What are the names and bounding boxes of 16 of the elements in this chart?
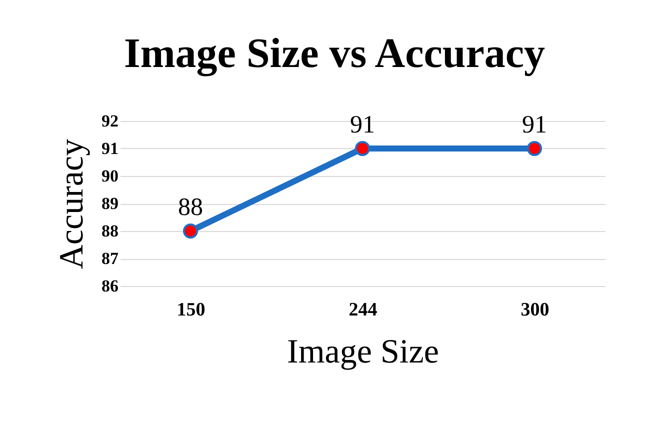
x-tick-label: 150 [176,300,206,320]
chart-title: Image Size vs Accuracy [124,31,546,77]
y-tick-label: 91 [102,139,118,158]
y-tick-label: 92 [102,112,118,130]
data-label: 91 [350,112,375,138]
y-tick-label: 86 [102,276,118,296]
x-tick-label: 300 [520,300,550,320]
y-axis-title: Accuracy [54,138,90,270]
x-axis-title: Image Size [287,334,439,370]
y-tick-label: 89 [102,194,118,213]
y-tick-label: 90 [102,166,118,186]
y-tick-label: 87 [102,249,119,268]
x-tick-label: 244 [348,300,378,320]
data-label: 91 [522,112,547,138]
data-label: 88 [178,194,204,221]
y-tick-label: 88 [102,222,118,240]
